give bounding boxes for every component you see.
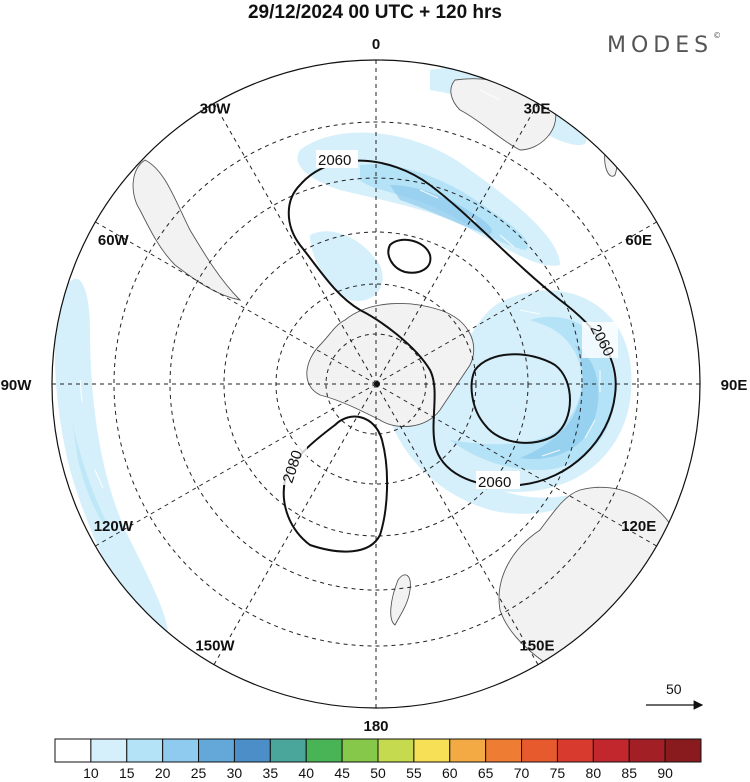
colorbar-label: 20	[155, 765, 171, 781]
meridian-label: 30E	[524, 100, 551, 117]
colorbar-swatch	[90, 738, 128, 763]
meridian-label: 90W	[1, 377, 33, 394]
contour-2060-small	[387, 238, 432, 274]
colorbar-swatch	[233, 738, 271, 763]
vector	[79, 379, 83, 403]
contour-label-2060-bottom: 2060	[478, 474, 511, 491]
meridian-label: 60W	[98, 232, 130, 249]
colorbar-label: 90	[657, 765, 673, 781]
colorbar: 10 15 20 25 30 35 40 45 50 55 60 65 70 75 80 85 90	[54, 738, 702, 781]
meridian-label: 120W	[94, 518, 134, 535]
contour-label-bg	[582, 322, 618, 358]
colorbar-label: 55	[406, 765, 422, 781]
meridian-label: 150W	[195, 638, 235, 655]
vector	[94, 469, 104, 489]
meridian-labels: 0 30E 60E 90E 120E 150E 180 150W 120W 90W 60W 30W	[1, 36, 748, 735]
latitude-ring	[113, 121, 639, 647]
colorbar-swatch	[126, 738, 164, 763]
vector	[419, 189, 439, 199]
colorbar-label: 60	[442, 765, 458, 781]
colorbar-label: 65	[478, 765, 494, 781]
colorbar-swatch	[377, 738, 415, 763]
contour-label-bg	[316, 150, 358, 168]
vector	[499, 234, 515, 248]
contour-label-bg	[283, 445, 307, 485]
vector	[584, 419, 596, 439]
vector	[519, 309, 541, 315]
meridian-label: 180	[363, 718, 388, 735]
colorbar-swatch	[485, 738, 523, 763]
map-border	[51, 59, 701, 709]
colorbar-label: 10	[83, 765, 99, 781]
colorbar-swatch	[413, 738, 451, 763]
colorbar-swatch	[664, 738, 702, 763]
contour-labels: 2060 2060 2060 2080	[280, 150, 618, 491]
colorbar-label: 35	[263, 765, 279, 781]
cyclone-core	[520, 345, 599, 460]
meridian-line	[375, 383, 657, 547]
colorbar-swatch	[521, 738, 558, 763]
meridian-label: 120E	[621, 518, 656, 535]
land-new-zealand	[390, 574, 411, 626]
colorbar-label: 85	[621, 765, 637, 781]
land-antarctica	[306, 303, 475, 427]
map-title: 29/12/2024 00 UTC + 120 hrs	[247, 2, 503, 23]
meridian-line	[213, 383, 377, 665]
colorbar-swatch	[162, 738, 200, 763]
colorbar-swatch	[269, 738, 307, 763]
meridian-line	[375, 221, 657, 385]
contour-label-bg	[476, 471, 520, 489]
meridian-label: 60E	[625, 232, 652, 249]
colorbar-label: 30	[227, 765, 243, 781]
vector	[541, 449, 561, 457]
south-pole-dot	[374, 381, 380, 387]
colorbar-label: 40	[298, 765, 314, 781]
contour-label-2060-top: 2060	[318, 152, 351, 169]
meridian-label: 150E	[519, 638, 554, 655]
latitude-ring	[169, 177, 583, 591]
land-madagascar	[604, 149, 618, 177]
land-south-america	[132, 159, 242, 301]
meridian-line	[375, 103, 539, 385]
meridian-line	[95, 221, 377, 385]
contour-2060-main	[287, 159, 617, 487]
colorbar-swatch	[198, 738, 235, 763]
colorbar-swatch	[305, 738, 343, 763]
colorbar-swatch	[449, 738, 487, 763]
modes-logo: MODES©	[607, 31, 722, 58]
colorbar-swatch	[54, 738, 92, 763]
colorbar-label: 45	[334, 765, 350, 781]
colorbar-swatch	[592, 738, 630, 763]
vector	[479, 89, 501, 101]
meridian-line	[213, 103, 377, 385]
central-band	[310, 231, 383, 301]
colorbar-label: 70	[514, 765, 530, 781]
contour-2060-low	[470, 353, 571, 444]
graticule	[52, 60, 700, 708]
western-band	[54, 278, 169, 650]
map-body: 2060 2060 2060 2080	[52, 60, 700, 708]
colorbar-label: 50	[370, 765, 386, 781]
colorbar-label: 15	[119, 765, 135, 781]
colorbar-swatch	[341, 738, 379, 763]
meridian-label: 90E	[721, 377, 748, 394]
colorbar-label: 25	[191, 765, 207, 781]
colorbar-swatch	[556, 738, 594, 763]
logo-text: MODES	[607, 33, 714, 58]
copyright-mark: ©	[713, 31, 722, 40]
meridian-label: 0	[372, 36, 380, 53]
meridian-line	[95, 383, 377, 547]
colorbar-swatch	[628, 738, 666, 763]
meridian-lines	[52, 60, 700, 708]
colorbar-label: 80	[586, 765, 602, 781]
meridian-line	[375, 383, 539, 665]
colorbar-label: 75	[550, 765, 566, 781]
jet-core-atlantic-2	[390, 185, 492, 235]
reference-vector-label: 50	[666, 681, 682, 697]
meridian-label: 30W	[200, 100, 232, 117]
